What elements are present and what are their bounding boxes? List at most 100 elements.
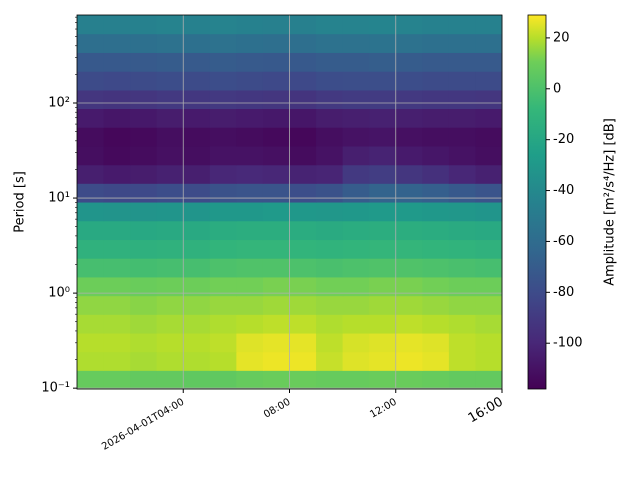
colorbar-tick-label: -40 xyxy=(553,183,574,198)
cell xyxy=(130,220,158,241)
cell xyxy=(289,258,317,278)
cell xyxy=(77,108,105,128)
cell xyxy=(77,127,105,147)
cell xyxy=(236,33,264,53)
cell xyxy=(395,314,423,334)
cell xyxy=(77,52,105,72)
cell xyxy=(342,90,370,110)
cell xyxy=(130,164,158,184)
cell xyxy=(289,220,317,241)
cell xyxy=(369,183,397,203)
cell xyxy=(369,370,397,390)
cell xyxy=(209,333,237,353)
cell xyxy=(475,258,503,278)
cell xyxy=(289,71,317,91)
cell xyxy=(103,164,131,184)
cell xyxy=(77,202,105,222)
cell xyxy=(448,108,476,128)
cell xyxy=(475,202,503,222)
colorbar-tick-label: -60 xyxy=(553,234,574,249)
cell xyxy=(475,183,503,203)
cell xyxy=(103,90,131,110)
cell xyxy=(156,90,184,110)
cell xyxy=(156,370,184,390)
cell xyxy=(183,52,211,72)
cell xyxy=(236,108,264,128)
cell xyxy=(422,276,450,297)
cell xyxy=(236,276,264,297)
cell xyxy=(422,90,450,110)
cell xyxy=(475,108,503,128)
cell xyxy=(395,108,423,128)
cell xyxy=(103,145,131,166)
cell xyxy=(448,52,476,72)
cell xyxy=(316,164,344,184)
cell xyxy=(342,333,370,353)
cell xyxy=(236,127,264,147)
cell xyxy=(448,258,476,278)
cell xyxy=(369,258,397,278)
cell xyxy=(130,351,158,371)
cell xyxy=(342,183,370,203)
cell xyxy=(422,145,450,166)
cell xyxy=(475,370,503,390)
cell xyxy=(130,276,158,297)
cell xyxy=(262,239,290,259)
cell xyxy=(422,108,450,128)
cell xyxy=(369,202,397,222)
cell xyxy=(448,90,476,110)
colorbar-tick-label: 0 xyxy=(553,81,561,96)
cell xyxy=(395,239,423,259)
cell xyxy=(209,295,237,315)
cell xyxy=(289,202,317,222)
y-axis-label: Period [s] xyxy=(13,171,28,233)
y-tick-label: 10¹ xyxy=(48,191,70,206)
cell xyxy=(395,202,423,222)
cell xyxy=(289,127,317,147)
cell xyxy=(342,351,370,371)
y-tick-label: 10⁻¹ xyxy=(41,381,70,396)
cell xyxy=(422,183,450,203)
cell xyxy=(395,52,423,72)
cell xyxy=(156,164,184,184)
cell xyxy=(395,90,423,110)
cell xyxy=(262,276,290,297)
cell xyxy=(448,33,476,53)
cell xyxy=(262,258,290,278)
cell xyxy=(316,127,344,147)
cell xyxy=(395,351,423,371)
cell xyxy=(395,258,423,278)
cell xyxy=(475,127,503,147)
cell xyxy=(342,145,370,166)
cell xyxy=(422,258,450,278)
cell xyxy=(262,351,290,371)
cell xyxy=(395,164,423,184)
cell xyxy=(156,145,184,166)
cell xyxy=(369,333,397,353)
cell xyxy=(342,108,370,128)
cell xyxy=(183,127,211,147)
cell xyxy=(236,164,264,184)
cell xyxy=(369,108,397,128)
cell xyxy=(475,90,503,110)
cell xyxy=(209,71,237,91)
cell xyxy=(156,314,184,334)
cell xyxy=(395,15,423,35)
cell xyxy=(103,295,131,315)
cell xyxy=(77,15,105,35)
cell xyxy=(448,220,476,241)
cell xyxy=(289,108,317,128)
cell xyxy=(183,15,211,35)
cell xyxy=(130,258,158,278)
cell xyxy=(209,15,237,35)
cell xyxy=(236,183,264,203)
y-tick-label: 10⁰ xyxy=(48,286,70,301)
cell xyxy=(77,314,105,334)
cell xyxy=(209,108,237,128)
cell xyxy=(422,333,450,353)
cell xyxy=(156,71,184,91)
cell xyxy=(156,220,184,241)
cell xyxy=(475,33,503,53)
cell xyxy=(103,183,131,203)
cell xyxy=(209,370,237,390)
